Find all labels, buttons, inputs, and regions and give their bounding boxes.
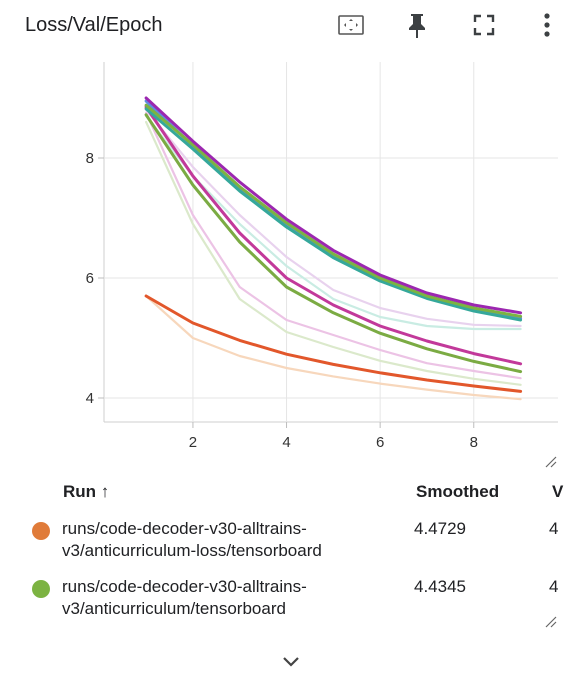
run-name: runs/code-decoder-v30-alltrains-v3/antic… bbox=[62, 577, 307, 618]
pin-button[interactable] bbox=[402, 10, 432, 40]
table-row[interactable]: runs/code-decoder-v30-alltrains-v3/antic… bbox=[0, 576, 582, 626]
series-line-5 bbox=[144, 294, 523, 393]
series-line-4 bbox=[145, 108, 522, 328]
smoothed-value: 4.4345 bbox=[414, 577, 466, 596]
resize-handle-icon[interactable] bbox=[545, 615, 557, 633]
series-lines bbox=[144, 96, 523, 401]
table-row[interactable]: runs/code-decoder-v30-alltrains-v3/antic… bbox=[0, 518, 582, 568]
run-color-dot bbox=[32, 580, 50, 598]
series-line-3 bbox=[145, 114, 522, 331]
line-chart[interactable]: 2 4 6 8 4 6 8 bbox=[0, 52, 582, 472]
series-line-2 bbox=[145, 111, 522, 380]
fit-domain-icon bbox=[336, 10, 366, 40]
series-line-1 bbox=[145, 120, 522, 386]
run-table: Run ↑ Smoothed V runs/code-decoder-v30-a… bbox=[0, 478, 582, 628]
series-line-8 bbox=[144, 99, 523, 320]
series-line-9 bbox=[144, 107, 523, 322]
series-line-10 bbox=[144, 103, 523, 318]
x-tick-label: 4 bbox=[282, 434, 290, 451]
value: 4 bbox=[549, 577, 559, 596]
series-line-11 bbox=[144, 96, 523, 315]
smoothed-column-header[interactable]: Smoothed bbox=[416, 482, 500, 501]
value: 4 bbox=[549, 519, 559, 538]
smoothed-value: 4.4729 bbox=[414, 519, 466, 538]
card-title: Loss/Val/Epoch bbox=[25, 14, 163, 36]
chevron-down-icon bbox=[276, 657, 306, 678]
fullscreen-icon bbox=[469, 10, 499, 40]
x-tick-label: 8 bbox=[470, 434, 478, 451]
run-column-header[interactable]: Run ↑ bbox=[63, 482, 110, 501]
expand-button[interactable] bbox=[276, 650, 306, 674]
more-vert-icon bbox=[532, 10, 562, 40]
series-line-6 bbox=[144, 113, 523, 374]
pin-icon bbox=[402, 10, 432, 40]
x-tick-label: 6 bbox=[376, 434, 384, 451]
fit-domain-button[interactable] bbox=[336, 10, 366, 40]
value-column-header[interactable]: V bbox=[552, 482, 564, 501]
grid bbox=[98, 62, 558, 428]
run-name: runs/code-decoder-v30-alltrains-v3/antic… bbox=[62, 519, 322, 560]
resize-handle-icon[interactable] bbox=[545, 455, 557, 473]
x-tick-label: 2 bbox=[189, 434, 197, 451]
card-header: Loss/Val/Epoch bbox=[0, 0, 582, 52]
more-options-button[interactable] bbox=[532, 10, 562, 40]
run-color-dot bbox=[32, 522, 50, 540]
series-line-0 bbox=[145, 294, 522, 401]
series-line-7 bbox=[144, 105, 523, 366]
y-tick-label: 6 bbox=[86, 270, 94, 287]
y-tick-label: 8 bbox=[86, 150, 94, 167]
y-tick-label: 4 bbox=[86, 390, 94, 407]
tick-labels: 2 4 6 8 4 6 8 bbox=[86, 150, 478, 451]
fullscreen-button[interactable] bbox=[469, 10, 499, 40]
